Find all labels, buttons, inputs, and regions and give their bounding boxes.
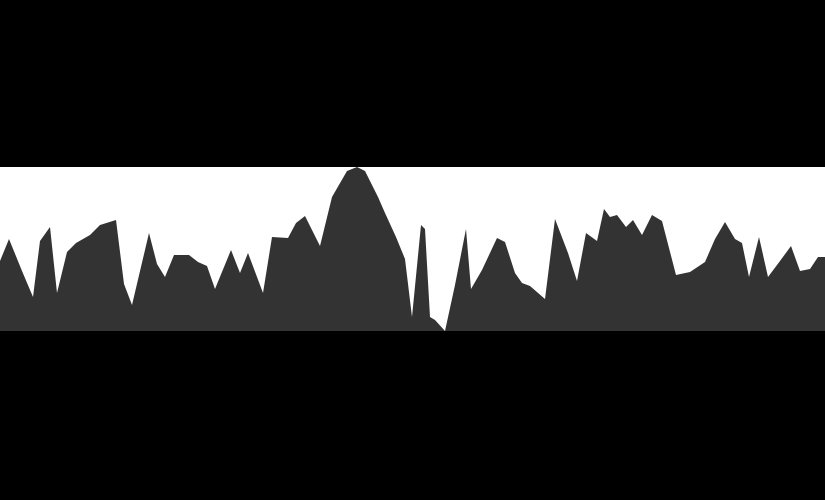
plot-area [0, 167, 825, 331]
area-series-fill [0, 167, 825, 331]
area-chart [0, 167, 825, 331]
